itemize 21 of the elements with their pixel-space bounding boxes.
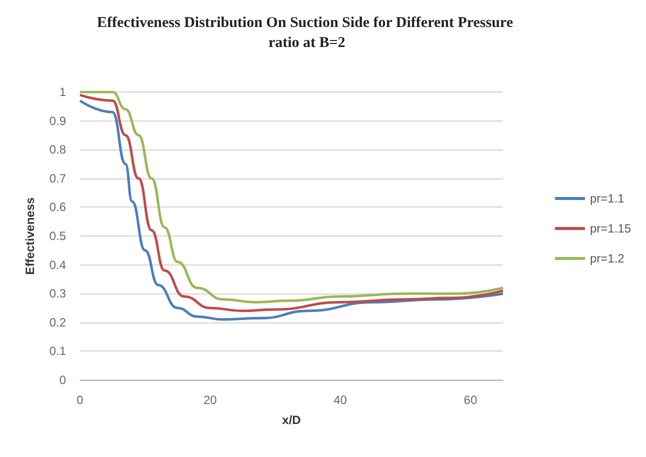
legend-label: pr=1.2 <box>590 252 625 266</box>
legend-label: pr=1.1 <box>590 192 625 206</box>
y-tick-label: 0.5 <box>49 229 66 243</box>
chart-title: Effectiveness Distribution On Suction Side for Different Pressure ratio at B=2 <box>97 15 514 51</box>
y-axis-title: Effectiveness <box>23 196 37 275</box>
legend-label: pr=1.15 <box>590 222 632 236</box>
y-tick-label: 0.2 <box>49 315 66 330</box>
x-tick-label: 0 <box>76 393 84 407</box>
y-tick-label: 1 <box>59 85 66 99</box>
x-tick-label: 20 <box>203 393 218 407</box>
x-tick-label: 40 <box>334 393 348 407</box>
y-tick-label: 0 <box>59 373 66 387</box>
y-tick-label: 0.3 <box>49 286 66 301</box>
y-tick-label: 0.8 <box>49 142 66 157</box>
y-tick-label: 0.1 <box>49 344 66 358</box>
y-tick-label: 0.6 <box>49 200 66 214</box>
x-tick-label: 60 <box>464 393 478 407</box>
y-tick-label: 0.7 <box>49 171 66 186</box>
x-axis-title: x/D <box>282 413 302 427</box>
y-tick-label: 0.4 <box>49 258 66 272</box>
y-tick-label: 0.9 <box>49 114 66 128</box>
